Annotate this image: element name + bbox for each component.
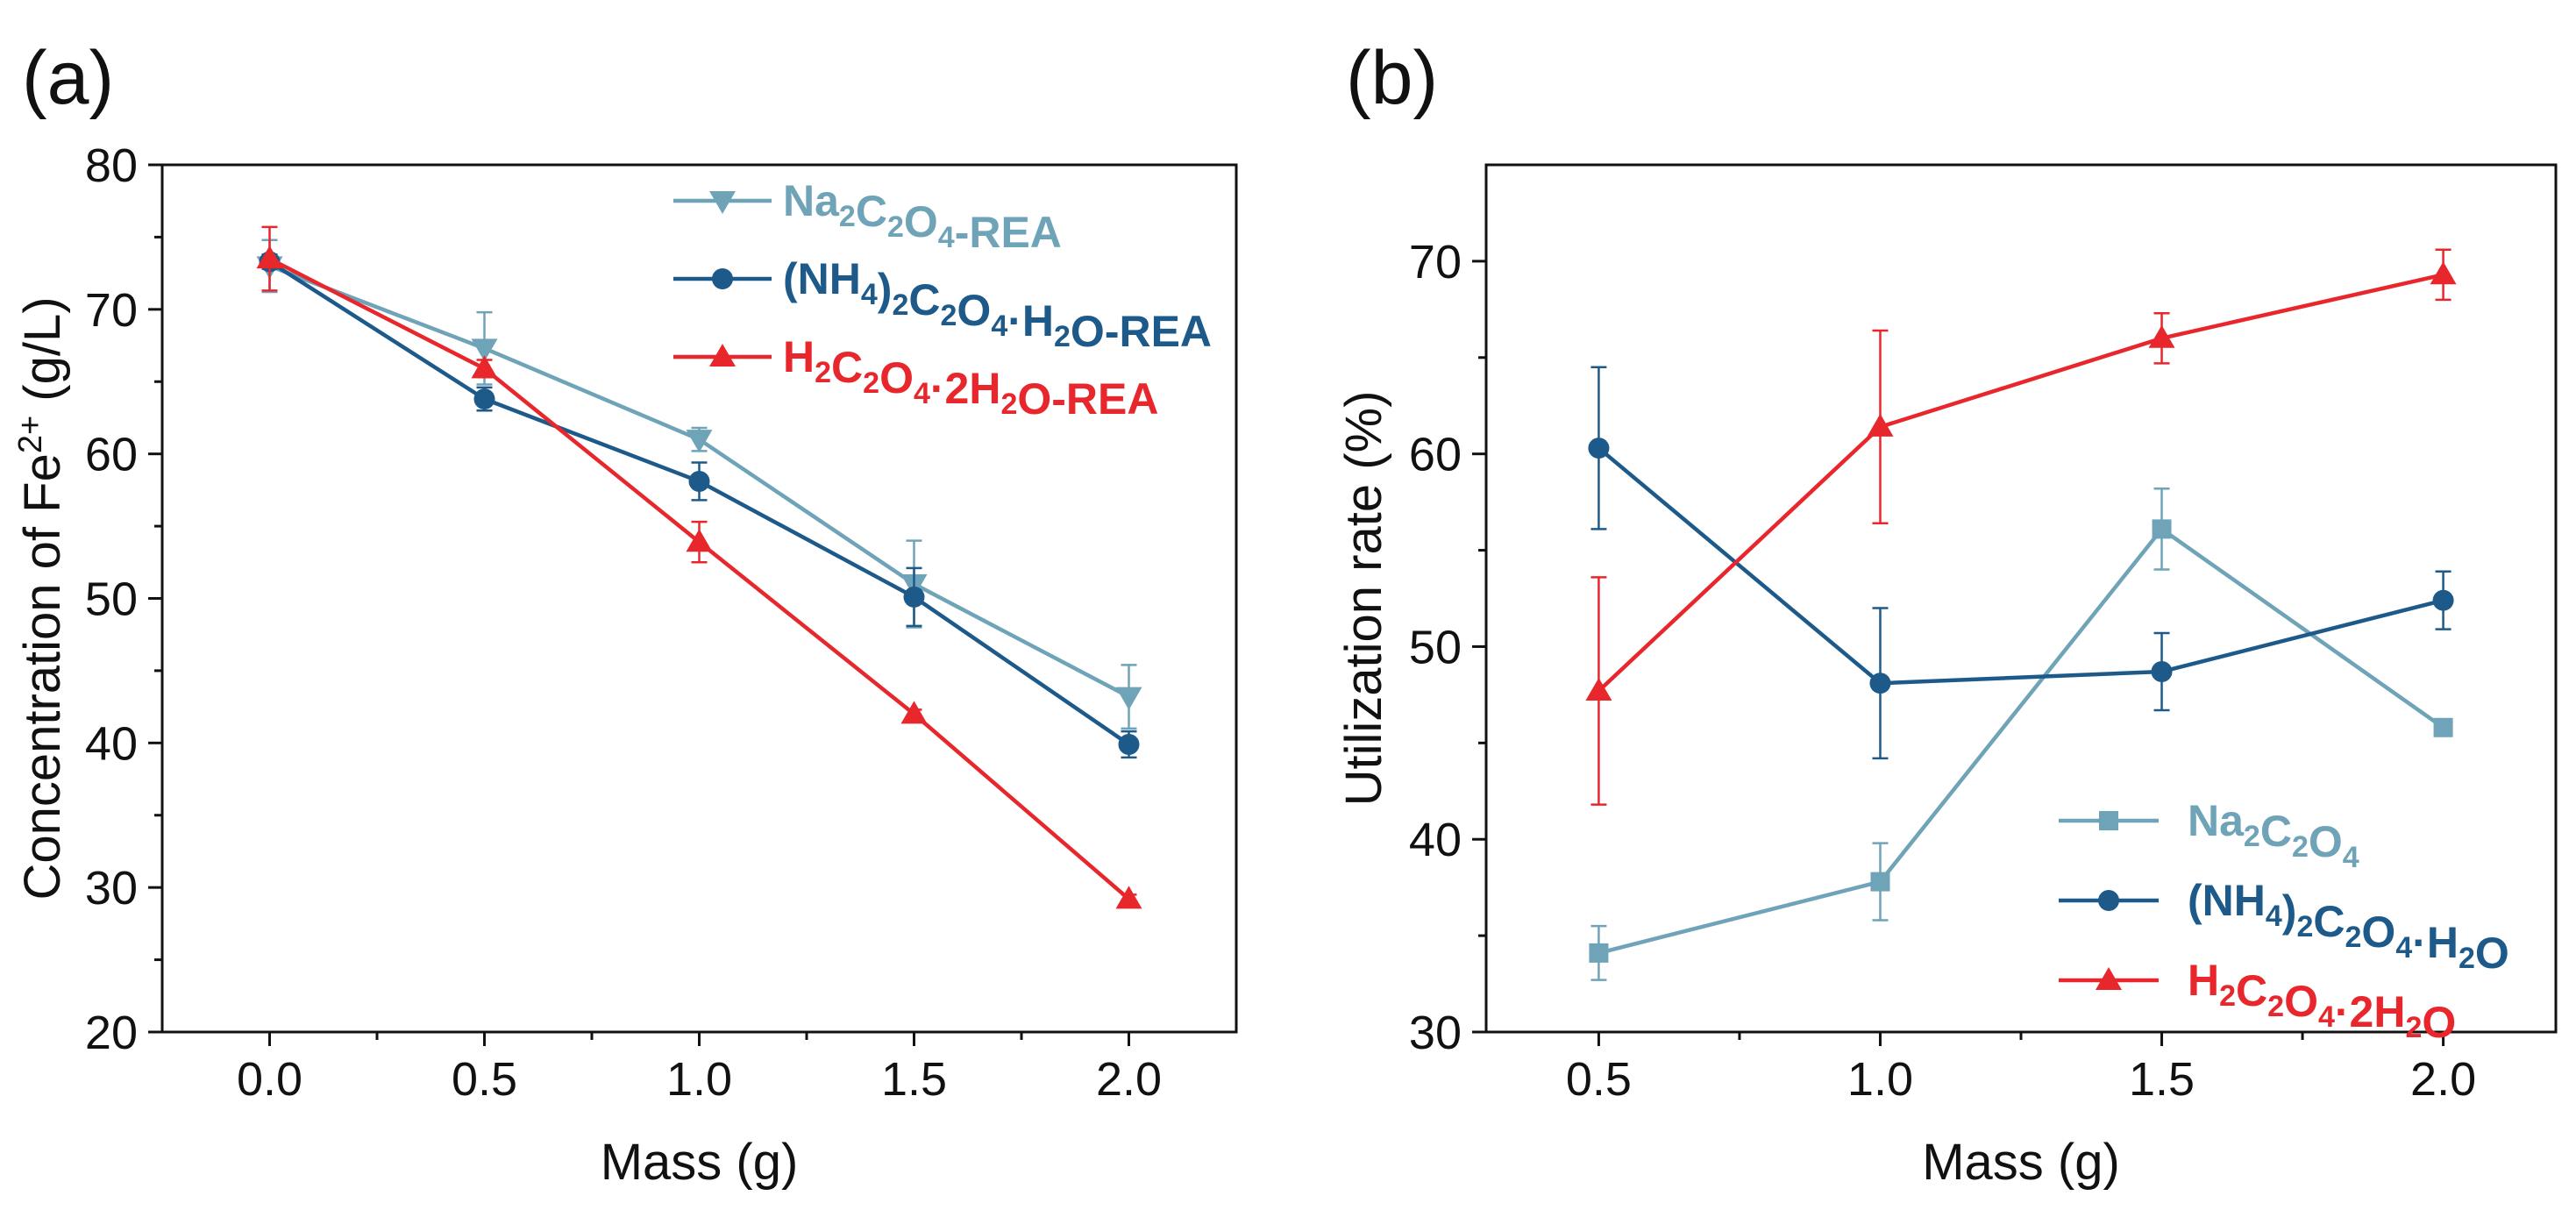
data-point [1870,872,1890,892]
legend-entry-3: H2C2O4·2H2O [2059,956,2456,1047]
y-tick-label: 80 [85,139,138,192]
y-tick-label: 40 [1409,814,1462,866]
data-point [1867,413,1894,437]
data-point [1585,677,1612,701]
data-point [473,388,495,410]
series-line [1597,446,2444,686]
chart-panel-1: (a) 0.0 0.5 1.0 1.5 2.0 20 30 40 50 60 70 80 Mass (g)… [12,36,1238,1191]
x-tick-label: 2.0 [1096,1053,1162,1106]
plot-frame [1484,163,2558,1034]
legend-entry-1: Na2C2O4 [2059,796,2359,874]
y-tick-label: 40 [85,717,138,770]
data-point [2148,324,2175,348]
y-axis-title: Utilization rate (%) [1335,391,1392,807]
legend-marker [2099,811,2118,830]
panel-label: (b) [1346,36,1438,120]
legend-entry-2: (NH4)2C2O4·H2O-REA [673,254,1212,356]
data-point [1589,943,1609,963]
chart-panel-2: (b) 0.5 1.0 1.5 2.0 30 40 50 60 70 Mass (g) Utiliza… [1335,36,2558,1191]
legend-marker [2098,890,2119,911]
data-point [1588,438,1610,459]
legend-label: H2C2O4·2H2O [2188,956,2456,1047]
data-point [686,430,713,453]
y-tick-label: 70 [85,284,138,337]
legend-marker [709,191,736,214]
y-tick-label: 20 [85,1007,138,1059]
y-tick-label: 30 [1409,1007,1462,1059]
legend-entry-3: H2C2O4·2H2O-REA [673,332,1159,424]
panel-label: (a) [22,36,114,120]
x-tick-label: 0.0 [237,1053,302,1106]
x-axis-title: Mass (g) [1922,1134,2120,1191]
data-point [1115,687,1142,710]
y-tick-label: 50 [1409,621,1462,673]
data-point [256,246,283,269]
legend-entry-2: (NH4)2C2O4·H2O [2059,876,2509,978]
data-point [2433,717,2453,737]
series-3 [1585,248,2457,806]
y-tick-label: 60 [85,429,138,481]
legend-label: Na2C2O4-REA [783,176,1062,257]
data-point [900,701,928,724]
series-line [1597,273,2444,693]
legend-label: (NH4)2C2O4·H2O [2188,876,2509,978]
y-tick-label: 50 [85,573,138,626]
data-point [471,355,498,379]
data-point [2432,589,2454,611]
series-2 [1588,366,2454,760]
x-tick-label: 1.5 [2129,1053,2195,1106]
legend-label: (NH4)2C2O4·H2O-REA [783,254,1212,356]
series-line [268,257,1130,901]
data-point [1115,886,1142,909]
data-point [1869,673,1891,694]
legend-entry-1: Na2C2O4-REA [673,176,1062,257]
x-tick-label: 0.5 [1566,1053,1632,1106]
data-point [2152,519,2172,539]
data-point [686,529,713,552]
legend-marker [2096,967,2122,990]
legend-marker [709,344,736,367]
legend-marker [712,268,733,289]
x-tick-label: 1.0 [666,1053,732,1106]
x-tick-label: 1.5 [881,1053,947,1106]
x-axis-title: Mass (g) [601,1134,799,1191]
y-tick-label: 70 [1409,236,1462,288]
data-point [2430,261,2457,285]
series-1 [1589,487,2453,981]
y-tick-label: 30 [85,862,138,915]
data-point [2151,661,2173,683]
data-point [1118,733,1140,755]
y-tick-label: 60 [1409,429,1462,481]
x-tick-label: 0.5 [452,1053,517,1106]
x-tick-label: 1.0 [1847,1053,1913,1106]
x-tick-label: 2.0 [2410,1053,2476,1106]
series-line [1598,527,2444,956]
data-point [903,586,925,608]
data-point [688,470,710,492]
legend-label: H2C2O4·2H2O-REA [783,332,1159,424]
y-axis-title: Concentration of Fe2+ (g/L) [12,296,71,900]
data-point [471,338,498,362]
series-3 [256,225,1142,909]
legend-label: Na2C2O4 [2188,796,2359,874]
